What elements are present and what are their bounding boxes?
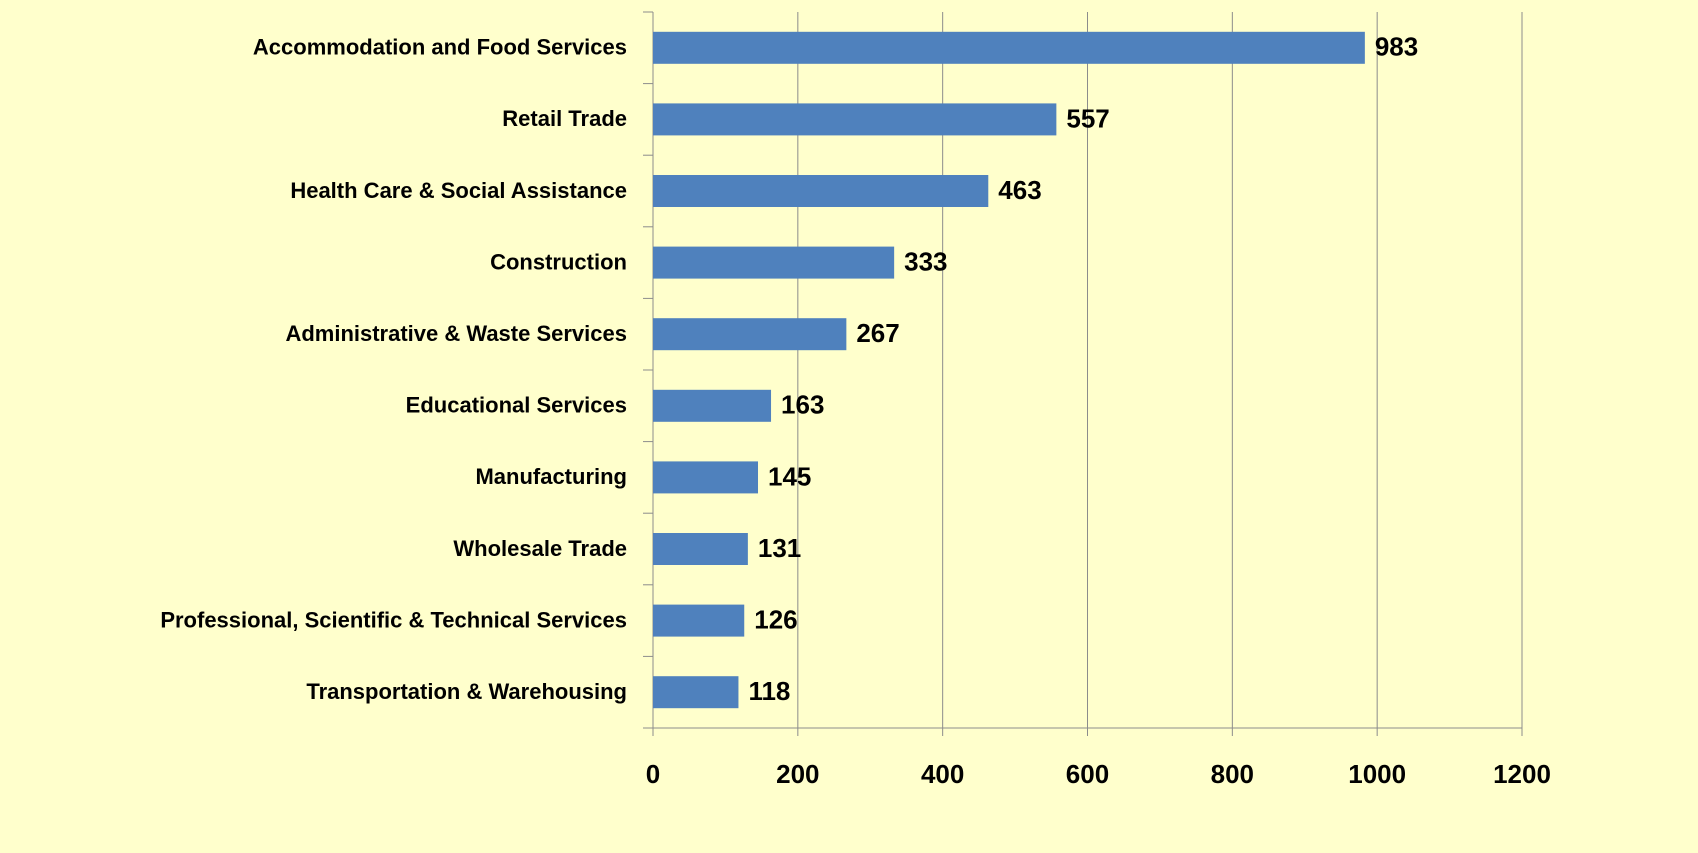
x-tick-label: 400 xyxy=(921,759,964,789)
bar xyxy=(653,246,895,279)
x-tick-label: 200 xyxy=(776,759,819,789)
value-label: 131 xyxy=(758,533,801,563)
y-tick-label: Health Care & Social Assistance xyxy=(290,178,627,203)
bar xyxy=(653,533,748,565)
y-tick-label: Administrative & Waste Services xyxy=(285,321,627,346)
bar xyxy=(653,103,1057,136)
bar xyxy=(653,676,739,709)
x-tick-label: 1000 xyxy=(1348,759,1406,789)
value-label: 118 xyxy=(748,676,790,706)
bar xyxy=(653,318,847,351)
y-tick-label: Wholesale Trade xyxy=(453,536,627,561)
y-tick-label: Transportation & Warehousing xyxy=(306,679,627,704)
value-label: 126 xyxy=(754,604,797,634)
y-tick-label: Retail Trade xyxy=(502,106,627,131)
value-label: 557 xyxy=(1066,103,1109,133)
value-label: 333 xyxy=(904,246,947,276)
bar xyxy=(653,604,745,637)
bar xyxy=(653,461,759,494)
y-tick-label: Accommodation and Food Services xyxy=(253,35,627,60)
value-label: 983 xyxy=(1375,32,1418,62)
value-label: 463 xyxy=(998,175,1041,205)
x-tick-label: 800 xyxy=(1211,759,1254,789)
bar xyxy=(653,389,772,422)
x-tick-label: 0 xyxy=(646,759,660,789)
bar xyxy=(653,175,989,207)
y-tick-label: Manufacturing xyxy=(475,464,627,489)
y-tick-label: Professional, Scientific & Technical Ser… xyxy=(160,607,627,632)
value-label: 163 xyxy=(781,390,824,420)
bar xyxy=(653,31,1365,64)
y-tick-label: Construction xyxy=(490,249,627,274)
y-tick-label: Educational Services xyxy=(406,393,627,418)
x-tick-label: 1200 xyxy=(1493,759,1551,789)
value-label: 145 xyxy=(768,461,811,491)
x-tick-label: 600 xyxy=(1066,759,1109,789)
value-label: 267 xyxy=(856,318,899,348)
